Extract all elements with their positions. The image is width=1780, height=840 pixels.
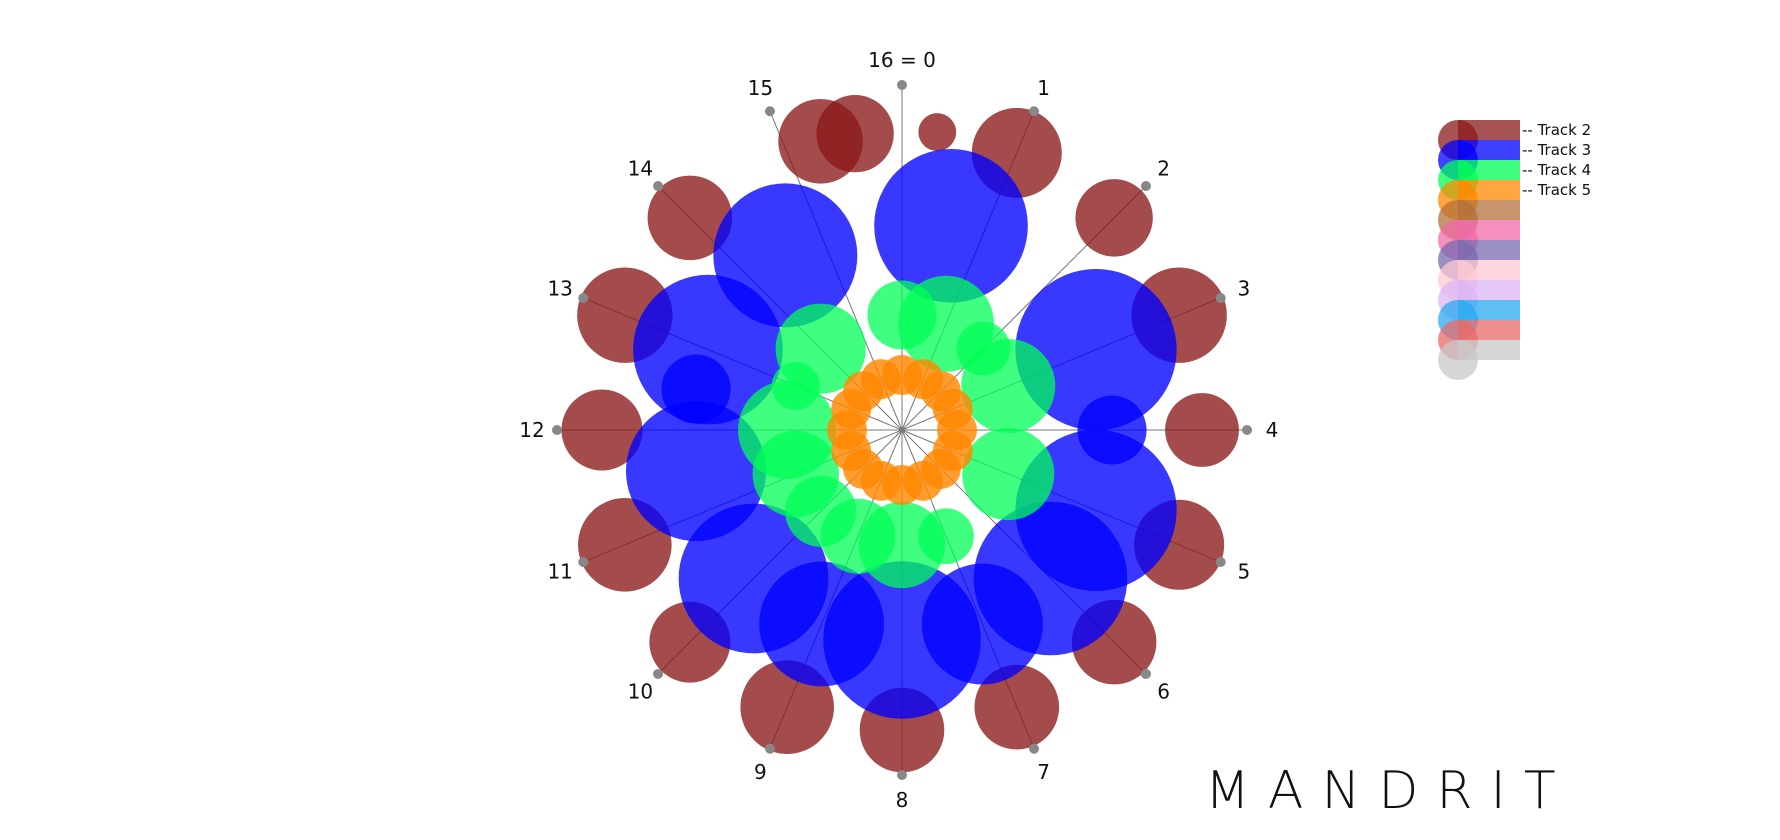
track-note-circle [961, 338, 1056, 434]
track-note-circle [962, 427, 1055, 521]
spoke-end-dot [1215, 292, 1226, 303]
spoke-end-dot [653, 668, 664, 679]
track-note-circle [738, 381, 836, 479]
legend-label: -- Track 2 [1522, 121, 1591, 139]
spoke-label: 2 [1157, 156, 1170, 180]
track-note-circle [775, 303, 866, 394]
spoke-label: 3 [1237, 276, 1250, 300]
spoke-label: 11 [547, 560, 572, 584]
legend-label: -- Track 5 [1522, 181, 1591, 199]
spoke-end-dot [578, 557, 589, 568]
spoke-end-dot [1215, 557, 1226, 568]
spoke-end-dot [653, 181, 664, 192]
spoke-label: 5 [1237, 560, 1250, 584]
spoke-end-dot [578, 292, 589, 303]
spoke-label: 6 [1157, 680, 1170, 704]
track-note-circle [974, 664, 1060, 750]
spoke-label: 12 [519, 418, 544, 442]
spoke-label: 8 [896, 788, 909, 812]
brand-wordmark: MANDRIT [1205, 761, 1574, 821]
spoke-label: 16 = 0 [868, 48, 936, 72]
spoke-end-dot [1029, 106, 1040, 117]
legend-label: -- Track 4 [1522, 161, 1591, 179]
spoke-label: 1 [1037, 76, 1050, 100]
track-note-circle [1015, 268, 1177, 431]
legend: -- Track 2 -- Track 3 -- Track 4 -- Track 5 [1438, 120, 1591, 380]
track-note-circle [860, 359, 901, 400]
track-3-group [625, 149, 1177, 719]
spoke-end-dot [552, 425, 562, 435]
spoke-label: 10 [628, 680, 653, 704]
spoke-end-dot [764, 106, 775, 117]
track-note-circle [1165, 393, 1239, 467]
track-5-group [827, 355, 977, 505]
track-note-circle [816, 94, 894, 173]
spoke-end-dot [764, 743, 775, 754]
spoke-label: 13 [547, 276, 572, 300]
spoke-end-dot [897, 80, 907, 90]
track-note-circle [874, 149, 1028, 303]
track-note-circle [1075, 179, 1153, 257]
spoke-label: 4 [1266, 418, 1279, 442]
spoke-end-dot [1140, 668, 1151, 679]
spoke-end-dot [1140, 181, 1151, 192]
track-note-circle [625, 400, 767, 542]
spoke-end-dot [1242, 425, 1252, 435]
track-note-circle [918, 113, 957, 151]
track-note-circle [678, 503, 829, 654]
spoke-label: 15 [748, 76, 773, 100]
legend-label: -- Track 3 [1522, 141, 1591, 159]
legend-swatch [1438, 340, 1520, 380]
track-4-group [738, 275, 1056, 589]
spoke-end-dot [897, 770, 907, 780]
spoke-label: 14 [628, 156, 653, 180]
track-note-circle [713, 183, 858, 328]
track-circles [561, 94, 1239, 773]
spoke-label: 7 [1037, 760, 1050, 784]
spoke-label: 9 [754, 760, 767, 784]
spoke-end-dot [1029, 743, 1040, 754]
track-note-circle [647, 175, 733, 261]
track-note-circle [561, 389, 643, 471]
